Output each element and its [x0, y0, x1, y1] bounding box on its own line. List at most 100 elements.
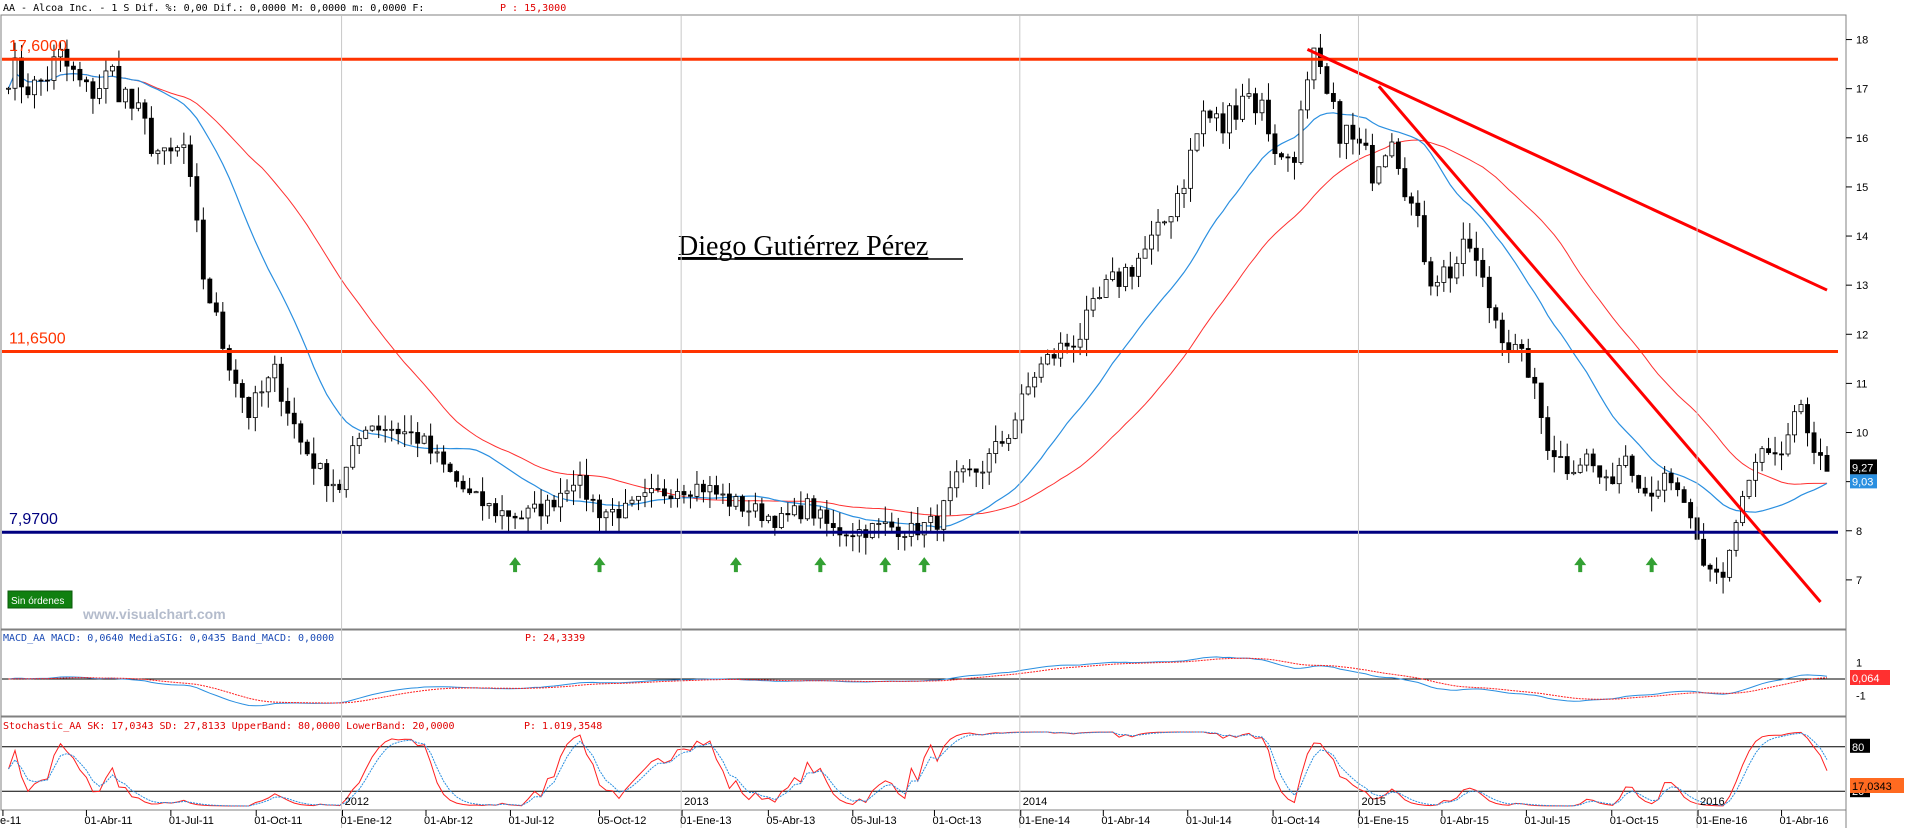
candle-body	[415, 432, 421, 444]
candle-body	[161, 147, 167, 152]
candle-body	[1792, 411, 1797, 436]
sin-ordenes-button[interactable]: Sin órdenes	[7, 590, 73, 609]
price-tick-label: 8	[1856, 526, 1862, 538]
price-tick-label: 17	[1856, 84, 1868, 96]
candle-body	[1499, 319, 1505, 344]
candle-body	[1214, 113, 1219, 119]
candle-body	[772, 515, 778, 528]
candle-body	[1707, 564, 1713, 570]
candle-body	[1376, 166, 1382, 184]
candle-body	[116, 65, 122, 103]
candle-body	[713, 485, 719, 495]
candle-body	[1155, 221, 1161, 236]
candle-body	[1649, 492, 1655, 497]
candle-body	[1298, 109, 1304, 163]
candle-body	[1597, 465, 1603, 478]
candle-body	[1447, 266, 1453, 279]
candle-body	[246, 396, 252, 418]
candle-body	[603, 511, 609, 519]
candle-body	[824, 509, 830, 524]
candle-body	[1012, 419, 1018, 439]
trend-line[interactable]	[1377, 85, 1822, 603]
candle-body	[142, 102, 148, 119]
candle-body	[681, 491, 687, 496]
candle-body	[1395, 141, 1401, 169]
candle-body	[330, 483, 336, 487]
candle-body	[590, 498, 596, 501]
candle-body	[1493, 307, 1499, 321]
macd-badge-box	[1850, 670, 1890, 685]
candle-body	[389, 428, 395, 431]
candle-body	[610, 508, 615, 513]
candle-body	[1408, 196, 1414, 204]
candle-body	[135, 102, 141, 109]
candle-body	[493, 503, 499, 517]
candle-body	[1220, 113, 1226, 134]
candle-body	[45, 79, 50, 82]
candle-body	[707, 485, 713, 493]
candle-body	[642, 492, 648, 497]
candle-body	[934, 515, 940, 530]
date-tick-label: 01-Abr-11	[84, 815, 132, 827]
candle-body	[58, 48, 63, 58]
candle-body	[408, 431, 414, 434]
date-tick-label: 05-Oct-12	[598, 815, 647, 827]
candle-body	[850, 535, 856, 538]
candle-body	[1428, 261, 1434, 287]
stochastic-k-line	[8, 731, 1828, 807]
candle-body	[564, 490, 570, 494]
level-label: 7,9700	[9, 511, 58, 528]
price-tick-label: 13	[1856, 280, 1868, 292]
candle-body	[525, 507, 531, 519]
candle-body	[1460, 238, 1466, 264]
candle-body	[1629, 455, 1635, 476]
candle-body	[25, 86, 31, 96]
macd-header-price: P: 24,3339	[525, 633, 585, 644]
candle-body	[1486, 276, 1492, 309]
candle-body	[1577, 464, 1583, 473]
candle-body	[233, 369, 239, 384]
candle-body	[811, 498, 817, 519]
trend-line[interactable]	[1306, 48, 1828, 292]
candle-body	[369, 425, 375, 431]
candle-body	[765, 515, 771, 522]
candle-body	[700, 483, 706, 493]
candle-body	[986, 453, 992, 473]
candle-body	[694, 483, 700, 497]
candle-body	[726, 493, 732, 507]
candle-body	[298, 423, 304, 443]
candle-body	[1246, 93, 1252, 97]
level-label: 17,6000	[9, 38, 67, 55]
candle-body	[947, 487, 953, 502]
candle-body	[304, 441, 310, 455]
candle-body	[1421, 215, 1427, 263]
candle-body	[830, 523, 836, 528]
candle-body	[1181, 187, 1187, 194]
candle-body	[1571, 471, 1577, 475]
price-panel[interactable]: 17,6000 11,6500 7,9700	[2, 33, 1838, 603]
candle-body	[1519, 343, 1525, 349]
candle-body	[1292, 157, 1297, 163]
candle-body	[1558, 456, 1564, 458]
candle-body	[200, 219, 206, 280]
date-tick-label: 01-Oct-15	[1610, 815, 1659, 827]
candle-body	[272, 363, 278, 379]
candle-body	[1798, 404, 1804, 413]
level-label: 11,6500	[9, 330, 66, 347]
candle-body	[1038, 363, 1044, 378]
candle-body	[1805, 404, 1810, 434]
candle-body	[1727, 549, 1733, 578]
date-tick-label: 01-Oct-14	[1271, 815, 1320, 827]
candle-body	[1240, 95, 1245, 120]
candle-body	[1415, 202, 1421, 216]
buy-arrow-icon	[879, 557, 892, 573]
buy-arrow-icon	[509, 557, 522, 573]
candle-body	[181, 144, 187, 148]
macd-panel[interactable]: 10-10,064	[2, 656, 1890, 707]
candle-body	[902, 536, 908, 538]
candle-body	[486, 503, 492, 507]
date-tick-label: 01-Jul-14	[1186, 815, 1232, 827]
candle-body	[1584, 453, 1590, 466]
stochastic-panel[interactable]: 802017,0343	[2, 731, 1904, 807]
